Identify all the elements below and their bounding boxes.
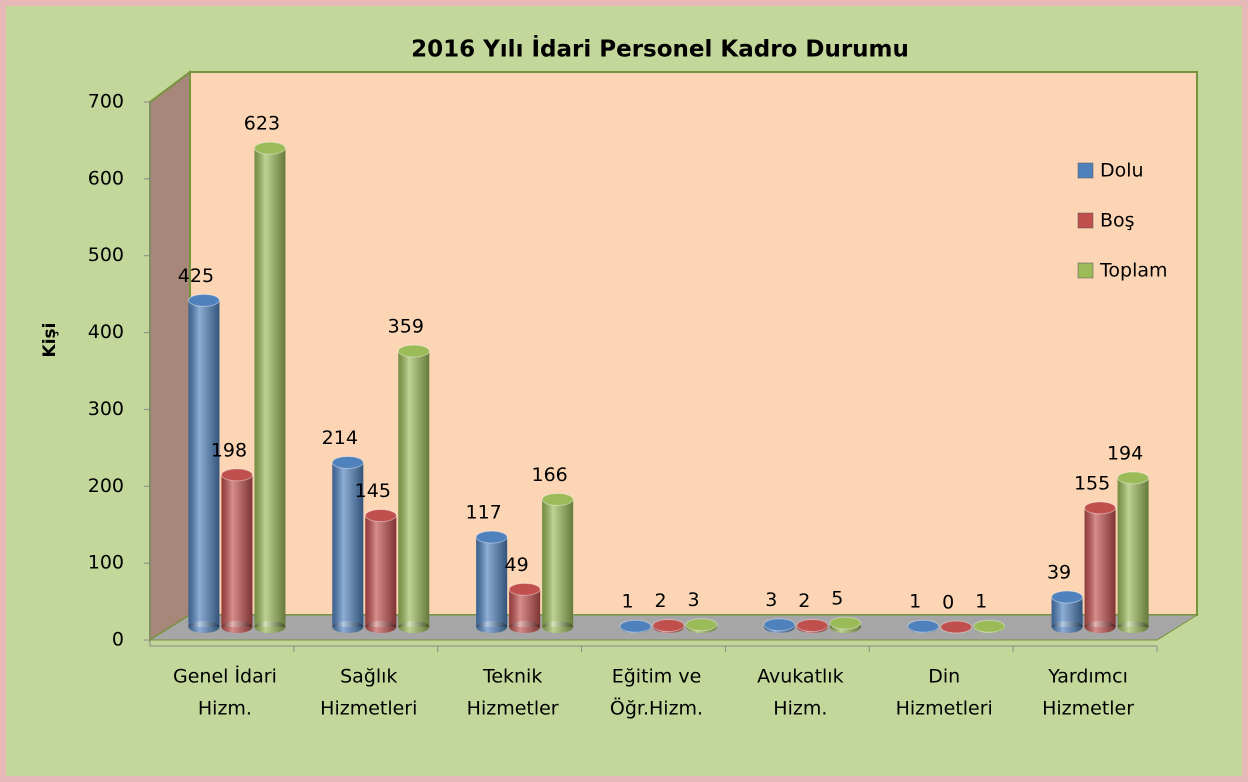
bar-shade (1117, 477, 1149, 627)
bar-shade (365, 515, 397, 627)
bar-shade (509, 589, 541, 627)
bar-top (1084, 501, 1117, 515)
bar-shade (398, 351, 430, 627)
data-label: 425 (178, 265, 214, 287)
y-tick-label: 500 (88, 244, 124, 266)
x-tick-label: Öğr.Hizm. (610, 697, 703, 720)
bar-shade (332, 462, 364, 627)
bar-top (685, 618, 718, 632)
data-label: 194 (1107, 442, 1143, 464)
bar-shade (221, 474, 253, 627)
bar-shade-base (1051, 621, 1083, 633)
legend-label: Toplam (1099, 260, 1168, 282)
y-tick-label: 0 (112, 629, 124, 651)
y-axis-label: Kişi (40, 323, 60, 358)
x-tick-label: Hizmetleri (896, 698, 993, 720)
x-tick-label: Avukatlık (757, 666, 844, 688)
bar-top (973, 619, 1006, 633)
x-tick-label: Genel İdari (173, 665, 277, 688)
bar-top (907, 619, 940, 633)
bar-top (541, 492, 574, 506)
x-tick-label: Hizmetleri (320, 698, 417, 720)
bar-top (619, 619, 652, 633)
x-tick-label: Hizmetler (1042, 698, 1134, 720)
data-label: 1 (621, 591, 633, 613)
data-label: 39 (1047, 562, 1071, 584)
x-tick-label: Yardımcı (1047, 666, 1128, 688)
legend-swatch (1077, 262, 1094, 279)
bar-shade-base (542, 621, 574, 633)
legend-label: Dolu (1100, 160, 1144, 182)
bar-shade-base (476, 621, 508, 633)
data-label: 166 (532, 464, 568, 486)
x-tick-label: Hizm. (198, 698, 252, 720)
y-tick-label: 400 (88, 321, 124, 343)
bar-shade-base (188, 621, 220, 633)
bar-shade (1084, 507, 1116, 627)
bar-shade-base (332, 621, 364, 633)
data-label: 49 (505, 554, 529, 576)
bar-top (940, 620, 973, 634)
y-tick-label: 700 (88, 91, 124, 113)
data-label: 198 (211, 439, 247, 461)
bar-shade-base (1084, 621, 1116, 633)
chart-title: 2016 Yılı İdari Personel Kadro Durumu (411, 35, 909, 63)
data-label: 2 (654, 590, 666, 612)
bar-top (1051, 590, 1084, 604)
data-label: 623 (244, 113, 280, 135)
y-tick-label: 200 (88, 475, 124, 497)
x-tick-label: Hizmetler (467, 698, 559, 720)
bar-top (652, 618, 685, 632)
y-tick-label: 600 (88, 167, 124, 189)
x-tick-label: Din (928, 666, 960, 688)
y-tick-label: 100 (88, 552, 124, 574)
bar-top (253, 141, 286, 155)
data-label: 3 (687, 589, 699, 611)
bar-shade-base (398, 621, 430, 633)
data-label: 0 (942, 592, 954, 614)
data-label: 359 (388, 316, 424, 338)
bar-shade (254, 148, 286, 627)
bar-shade (542, 499, 574, 627)
bar-shade-base (254, 621, 286, 633)
bar-top (331, 456, 364, 470)
legend-label: Boş (1100, 210, 1135, 232)
data-label: 1 (975, 591, 987, 613)
bar-top (763, 618, 796, 632)
data-label: 5 (831, 588, 843, 610)
legend-swatch (1077, 212, 1094, 229)
bar-top (829, 616, 862, 630)
bar-shade-base (221, 621, 253, 633)
bar-top (1117, 471, 1150, 485)
data-label: 3 (765, 589, 777, 611)
bar-top (220, 468, 253, 482)
x-tick-label: Teknik (482, 666, 542, 688)
bar-top (475, 530, 508, 544)
bar-top (187, 293, 220, 307)
bar-top (796, 618, 829, 632)
data-label: 145 (355, 480, 391, 502)
side-wall (149, 70, 191, 642)
bar-shade-base (1117, 621, 1149, 633)
bar-top (508, 582, 541, 596)
bar-shade-base (509, 621, 541, 633)
data-label: 2 (798, 590, 810, 612)
x-tick-label: Eğitim ve (612, 666, 702, 688)
bar-top (364, 509, 397, 523)
data-label: 1 (909, 591, 921, 613)
bar-shade (188, 300, 220, 627)
data-label: 117 (466, 502, 502, 524)
legend-swatch (1077, 162, 1094, 179)
bar-shade-base (365, 621, 397, 633)
y-tick-label: 300 (88, 398, 124, 420)
x-tick-label: Sağlık (340, 666, 397, 688)
x-tick-label: Hizm. (773, 698, 827, 720)
bar-top (397, 344, 430, 358)
bar-shade (476, 537, 508, 627)
data-label: 214 (322, 427, 358, 449)
data-label: 155 (1074, 472, 1110, 494)
